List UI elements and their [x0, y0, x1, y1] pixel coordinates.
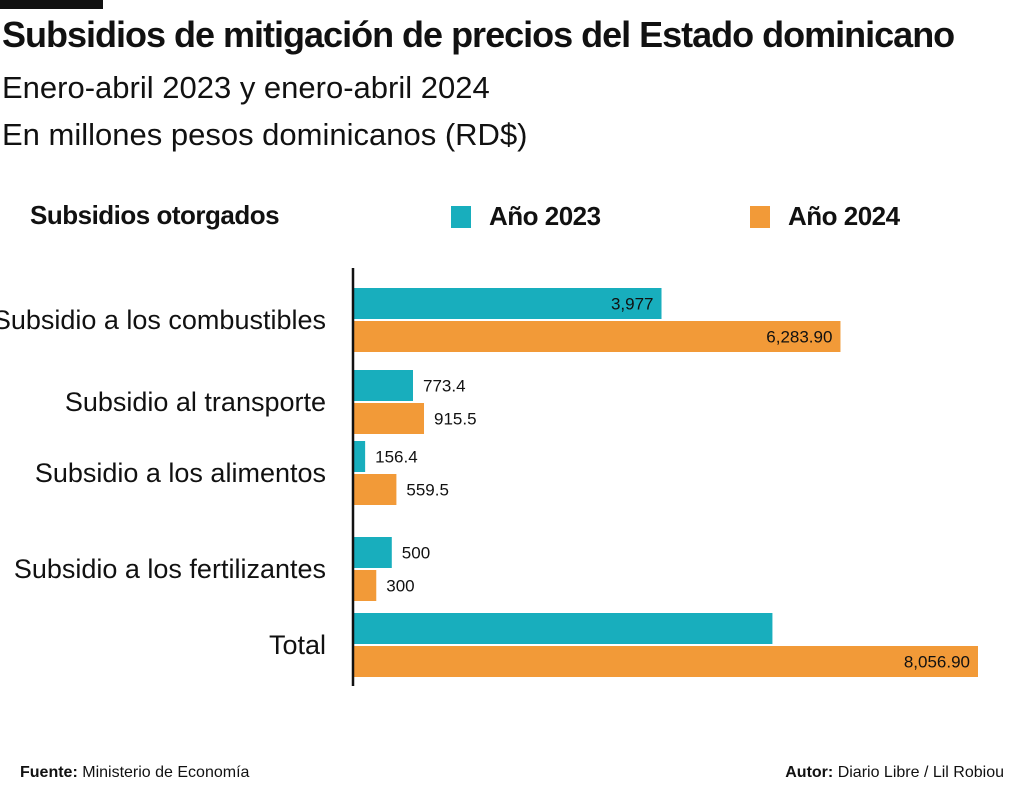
legend-heading: Subsidios otorgados — [30, 200, 280, 230]
bar-2023 — [353, 441, 366, 472]
bar-2024 — [353, 646, 978, 677]
category-label: Subsidio a los fertilizantes — [14, 554, 326, 584]
category-label: Subsidio al transporte — [65, 387, 326, 417]
chart-subtitle-period: Enero-abril 2023 y enero-abril 2024 — [2, 70, 490, 105]
data-label: 6,283.90 — [766, 328, 832, 347]
source-value: Ministerio de Economía — [82, 764, 250, 781]
legend-item-2024: Año 2024 — [750, 201, 900, 232]
bar-2024 — [353, 321, 841, 352]
author-value: Diario Libre / Lil Robiou — [837, 764, 1004, 781]
chart-title: Subsidios de mitigación de precios del E… — [2, 14, 955, 55]
legend-label-2023: Año 2023 — [489, 201, 601, 231]
bar-2024 — [353, 403, 425, 434]
top-accent-bar — [0, 0, 103, 9]
bar-2024 — [353, 474, 397, 505]
data-label: 3,977 — [611, 295, 654, 314]
legend-swatch-2024 — [750, 205, 770, 228]
legend-label-2024: Año 2024 — [788, 201, 900, 231]
data-label: 559.5 — [406, 481, 449, 500]
data-label: 300 — [386, 577, 414, 596]
bar-2024 — [353, 570, 377, 601]
source-label: Fuente: — [20, 764, 78, 781]
category-label: Subsidio a los combustibles — [0, 305, 326, 335]
data-label: 8,056.90 — [904, 653, 970, 672]
bar-2023 — [353, 370, 413, 401]
chart-subtitle-units: En millones pesos dominicanos (RD$) — [2, 117, 528, 152]
bar-2023 — [353, 613, 773, 644]
data-label: 156.4 — [375, 448, 418, 467]
footer-author: Autor: Diario Libre / Lil Robiou — [785, 764, 1004, 782]
legend-item-2023: Año 2023 — [451, 201, 601, 232]
author-label: Autor: — [785, 764, 834, 781]
category-label: Total — [269, 630, 326, 660]
data-label: 500 — [402, 544, 430, 563]
data-label: 773.4 — [423, 377, 466, 396]
bar-2023 — [353, 537, 392, 568]
legend-swatch-2023 — [451, 205, 471, 228]
data-label: 915.5 — [434, 410, 477, 429]
bar-2023 — [353, 288, 662, 319]
footer-source: Fuente: Ministerio de Economía — [20, 764, 249, 782]
category-label: Subsidio a los alimentos — [35, 458, 326, 488]
